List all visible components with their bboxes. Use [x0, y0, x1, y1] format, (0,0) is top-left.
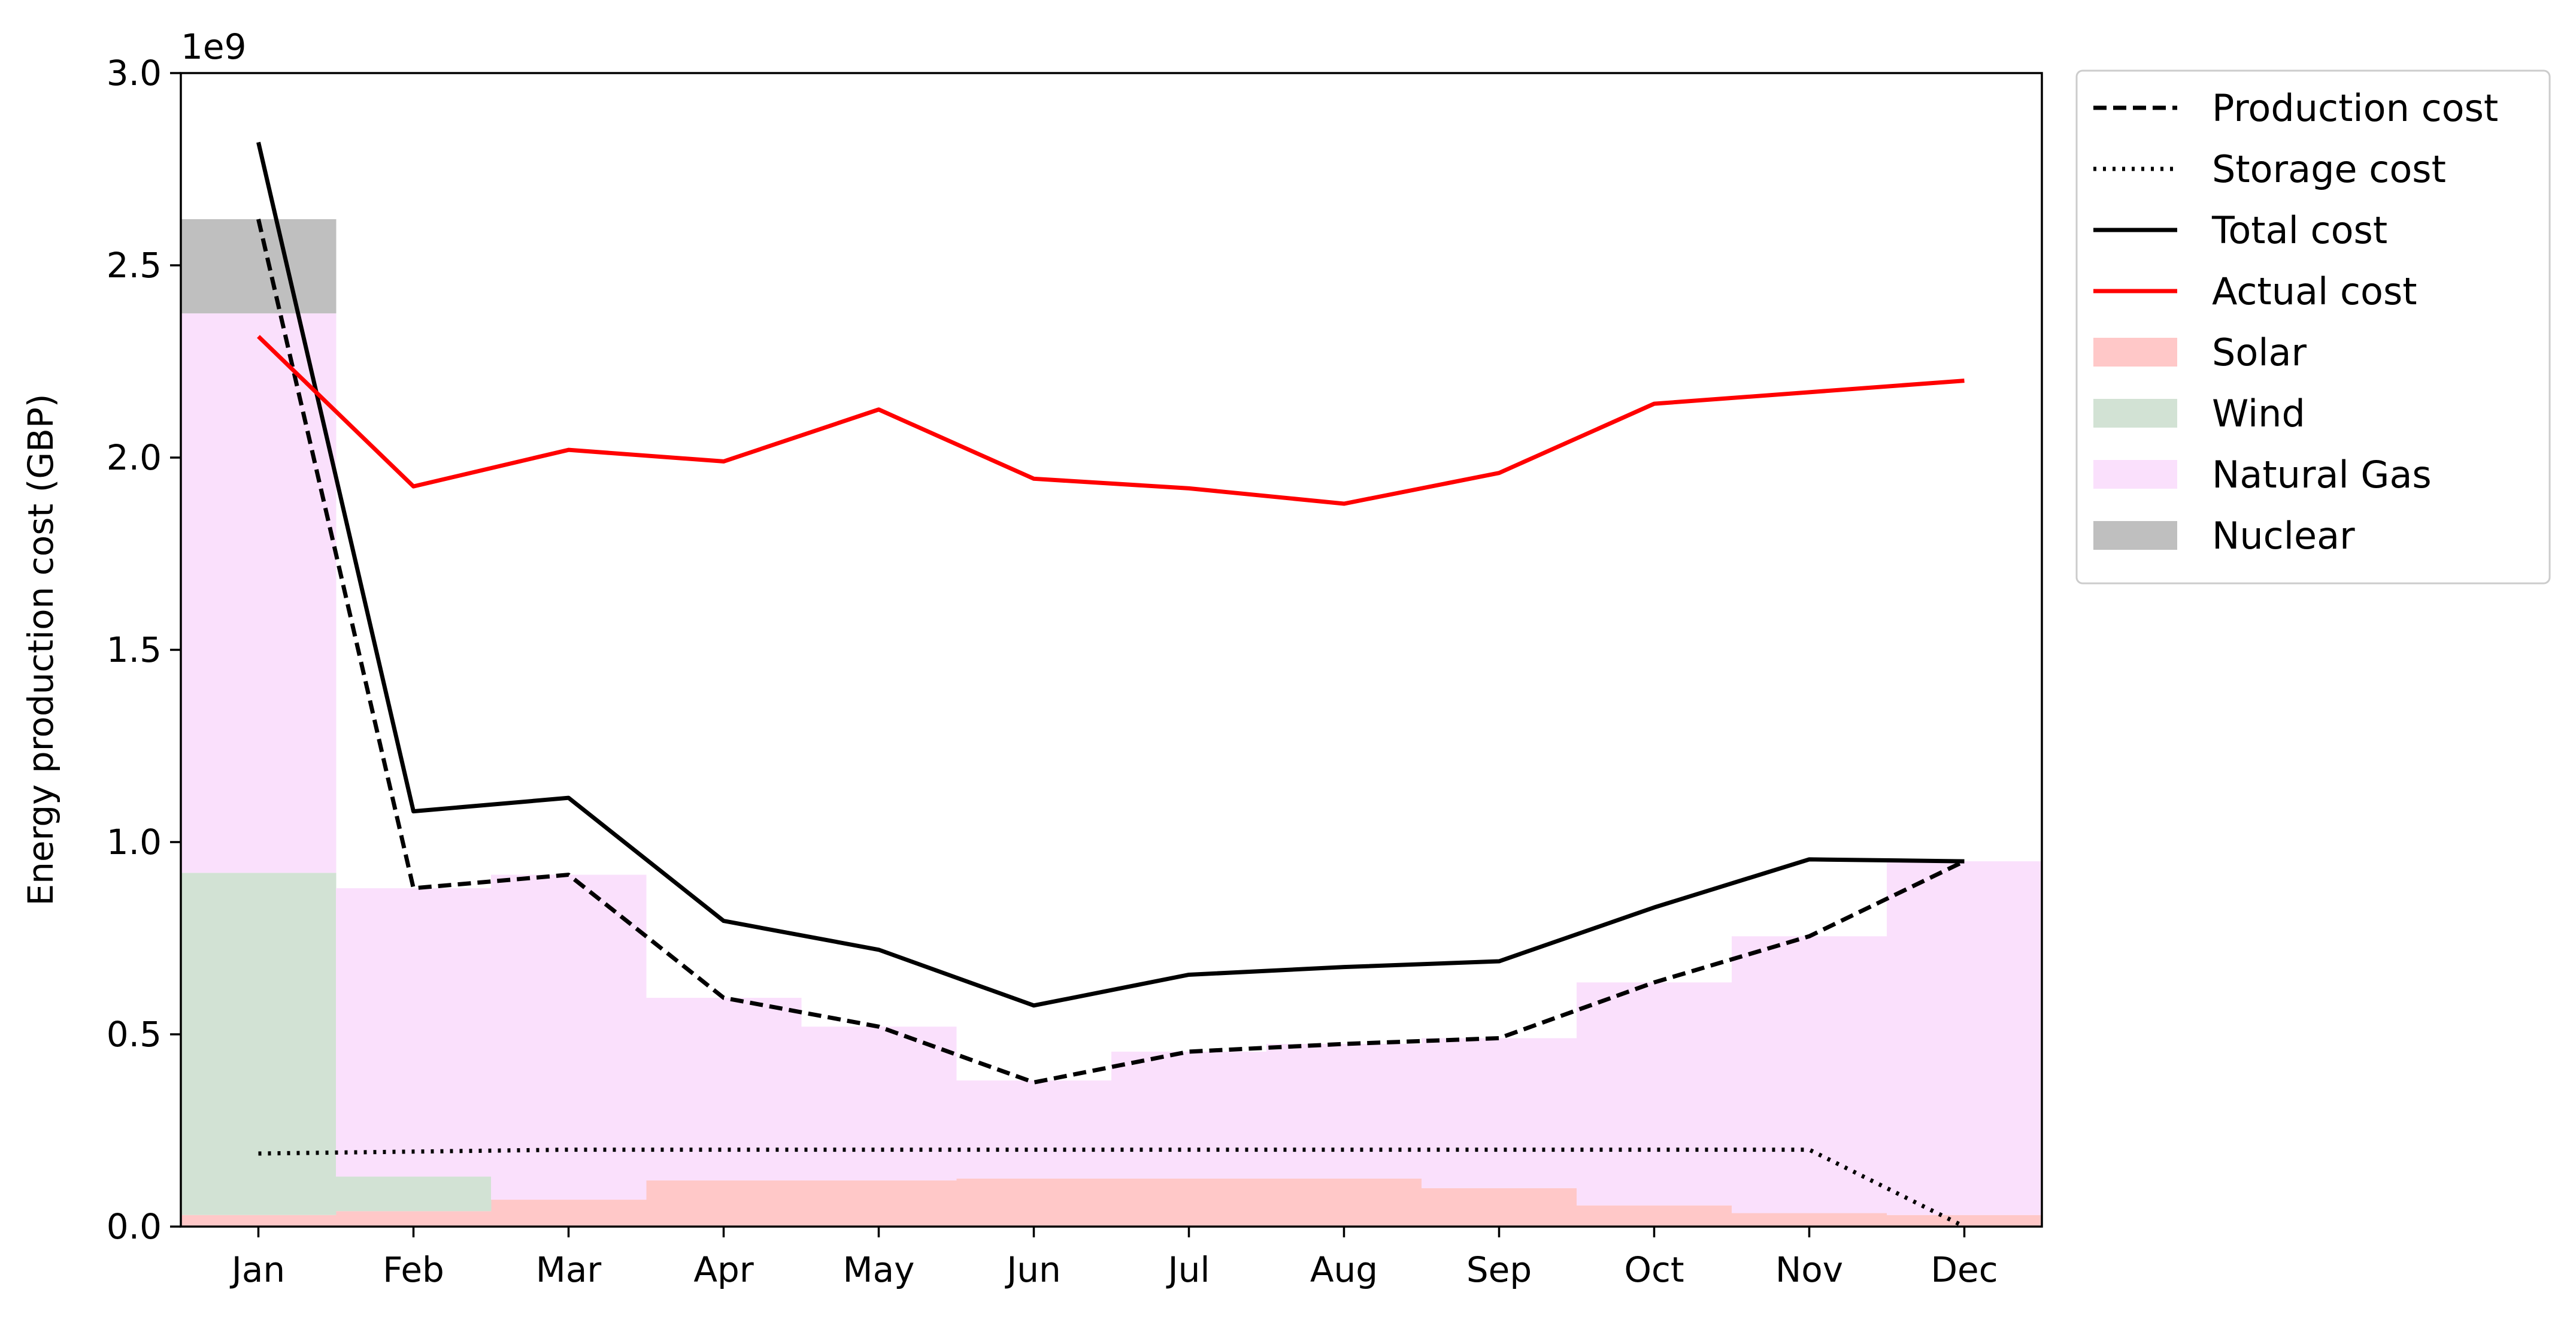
- y-tick-label: 1.0: [107, 822, 162, 862]
- natural-gas-area-jan: [181, 313, 337, 873]
- wind-area-feb: [336, 1176, 492, 1212]
- y-axis-scale-label: 1e9: [181, 26, 247, 67]
- legend: Production cost Storage cost Total cost Act…: [2075, 69, 2551, 585]
- x-tick-label-jul: Jul: [1166, 1249, 1210, 1290]
- natural-gas-area-jun: [956, 1080, 1112, 1179]
- x-tick-label-may: May: [843, 1249, 915, 1290]
- solar-area-feb: [336, 1211, 492, 1227]
- solar-area-jan: [181, 1215, 337, 1227]
- solar-area-oct: [1577, 1205, 1732, 1227]
- solar-area-nov: [1732, 1213, 1887, 1227]
- stacked-areas: [181, 219, 2042, 1227]
- production-cost-line: [256, 219, 1966, 1085]
- legend-label-nuclear: Nuclear: [2212, 514, 2355, 558]
- legend-label-storage-cost: Storage cost: [2212, 147, 2446, 191]
- y-tick-label: 0.0: [107, 1206, 162, 1247]
- solar-area-aug: [1266, 1178, 1422, 1227]
- legend-swatch-wind: [2093, 399, 2177, 428]
- axes: 0.0 0.5 1.0 1.5 2.0 2.5 3.0 Jan Feb Mar Apr May Jun J…: [107, 53, 1998, 1290]
- solar-area-dec: [1887, 1215, 2042, 1227]
- natural-gas-area-sep: [1422, 1038, 1577, 1188]
- cost-lines: [256, 141, 1966, 1229]
- solar-area-may: [801, 1180, 957, 1227]
- natural-gas-area-dec: [1887, 861, 2042, 1215]
- storage-cost-line: [258, 1148, 1966, 1229]
- y-tick-label: 3.0: [107, 53, 162, 93]
- legend-label-natural-gas: Natural Gas: [2212, 453, 2432, 497]
- x-tick-label-sep: Sep: [1466, 1249, 1532, 1290]
- x-tick-label-mar: Mar: [536, 1249, 602, 1290]
- legend-label-total-cost: Total cost: [2211, 208, 2387, 252]
- natural-gas-area-feb: [336, 888, 492, 1177]
- x-tick-label-jan: Jan: [230, 1249, 285, 1290]
- natural-gas-area-may: [801, 1027, 957, 1180]
- legend-swatch-natural-gas: [2093, 460, 2177, 489]
- solar-area-jul: [1111, 1178, 1267, 1227]
- natural-gas-area-apr: [646, 998, 802, 1180]
- y-tick-label: 2.5: [107, 245, 162, 286]
- y-tick-label: 1.5: [107, 629, 162, 670]
- x-tick-label-feb: Feb: [383, 1249, 444, 1290]
- legend-label-solar: Solar: [2212, 331, 2307, 374]
- x-tick-label-apr: Apr: [693, 1249, 753, 1290]
- natural-gas-area-jul: [1111, 1051, 1267, 1179]
- wind-area-jan: [181, 873, 337, 1215]
- solar-area-sep: [1422, 1188, 1577, 1227]
- legend-box: [2075, 69, 2551, 585]
- natural-gas-area-aug: [1266, 1044, 1422, 1179]
- x-tick-label-jun: Jun: [1005, 1249, 1061, 1290]
- natural-gas-area-nov: [1732, 936, 1887, 1213]
- x-tick-label-aug: Aug: [1310, 1249, 1378, 1290]
- y-axis-label: Energy production cost (GBP): [20, 393, 61, 906]
- nuclear-area-jan: [181, 219, 337, 314]
- x-tick-label-dec: Dec: [1931, 1249, 1998, 1290]
- legend-swatch-solar: [2093, 338, 2177, 367]
- solar-area-apr: [646, 1180, 802, 1227]
- legend-label-wind: Wind: [2212, 392, 2305, 435]
- x-tick-label-oct: Oct: [1624, 1249, 1684, 1290]
- legend-swatch-nuclear: [2093, 521, 2177, 550]
- legend-label-actual-cost: Actual cost: [2212, 270, 2417, 313]
- y-tick-label: 0.5: [107, 1014, 162, 1055]
- actual-cost-line: [257, 335, 1965, 506]
- natural-gas-area-oct: [1577, 982, 1732, 1206]
- total-cost-line: [256, 141, 1965, 1008]
- legend-label-production-cost: Production cost: [2212, 86, 2498, 130]
- y-tick-label: 2.0: [107, 437, 162, 478]
- x-tick-label-nov: Nov: [1775, 1249, 1843, 1290]
- solar-area-jun: [956, 1178, 1112, 1227]
- natural-gas-area-mar: [491, 874, 647, 1200]
- solar-area-mar: [491, 1200, 647, 1227]
